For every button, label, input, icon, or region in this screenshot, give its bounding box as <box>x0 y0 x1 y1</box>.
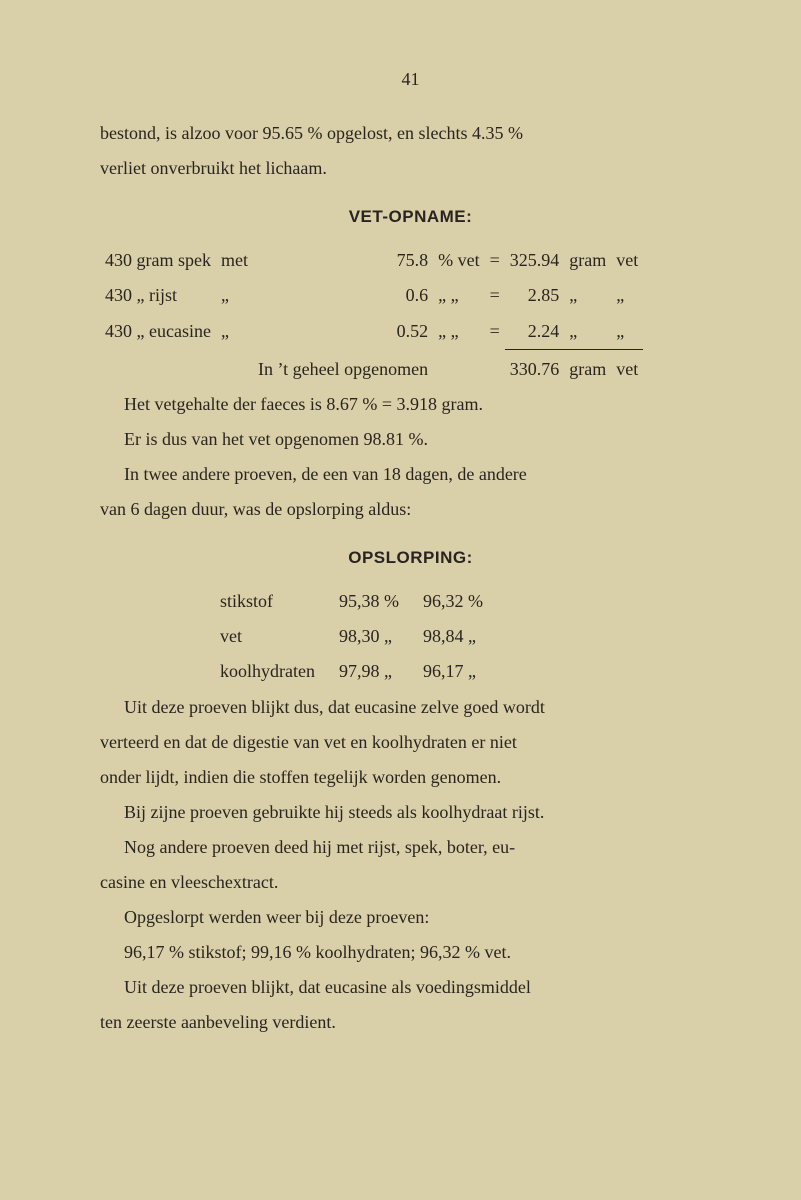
cell: vet <box>611 349 643 387</box>
cell: „ <box>611 314 643 349</box>
cell: „ „ <box>433 278 484 313</box>
para-4a: In twee andere proeven, de een van 18 da… <box>100 457 721 492</box>
cell: 0.6 <box>253 278 433 313</box>
cell: vet <box>611 243 643 278</box>
page: 41 bestond, is alzoo voor 95.65 % opgelo… <box>0 0 801 1200</box>
cell <box>100 349 216 387</box>
cell: „ <box>216 278 253 313</box>
para-5c: onder lijdt, indien die stoffen tegelijk… <box>100 760 721 795</box>
para-6: Bij zijne proeven gebruikte hij steeds a… <box>100 795 721 830</box>
cell: 2.85 <box>505 278 565 313</box>
para-1a: bestond, is alzoo voor 95.65 % opgelost,… <box>100 116 721 151</box>
cell: „ „ <box>433 314 484 349</box>
cell: 430 „ rijst <box>100 278 216 313</box>
heading-vet-opname: VET-OPNAME: <box>100 200 721 233</box>
para-10a: Uit deze proeven blijkt, dat eucasine al… <box>100 970 721 1005</box>
cell-total-label: In ’t geheel opgenomen <box>253 349 433 387</box>
cell: % vet <box>433 243 484 278</box>
cell: 98,30 „ <box>339 619 423 654</box>
table-row: koolhydraten 97,98 „ 96,17 „ <box>220 654 507 689</box>
vet-opname-table: 430 gram spek met 75.8 % vet = 325.94 gr… <box>100 243 643 386</box>
table-row: vet 98,30 „ 98,84 „ <box>220 619 507 654</box>
cell: vet <box>220 619 339 654</box>
cell: gram <box>564 243 611 278</box>
cell: 2.24 <box>505 314 565 349</box>
para-7b: casine en vleeschextract. <box>100 865 721 900</box>
cell: 96,32 % <box>423 584 507 619</box>
cell: stikstof <box>220 584 339 619</box>
cell: 97,98 „ <box>339 654 423 689</box>
table-row: 430 „ rijst „ 0.6 „ „ = 2.85 „ „ <box>100 278 643 313</box>
cell: 96,17 „ <box>423 654 507 689</box>
opslorping-table: stikstof 95,38 % 96,32 % vet 98,30 „ 98,… <box>220 584 507 689</box>
cell: 75.8 <box>253 243 433 278</box>
cell: = <box>485 278 505 313</box>
table-row-total: In ’t geheel opgenomen 330.76 gram vet <box>100 349 643 387</box>
cell: 95,38 % <box>339 584 423 619</box>
cell: met <box>216 243 253 278</box>
cell: „ <box>564 314 611 349</box>
para-9: 96,17 % stikstof; 99,16 % koolhydraten; … <box>100 935 721 970</box>
cell: = <box>485 243 505 278</box>
para-1b: verliet onverbruikt het lichaam. <box>100 151 721 186</box>
cell: koolhydraten <box>220 654 339 689</box>
cell-total-value: 330.76 <box>505 349 565 387</box>
page-number: 41 <box>100 70 721 88</box>
cell <box>433 349 484 387</box>
para-8: Opgeslorpt werden weer bij deze proeven: <box>100 900 721 935</box>
para-4b: van 6 dagen duur, was de opslorping aldu… <box>100 492 721 527</box>
cell: gram <box>564 349 611 387</box>
cell: 430 „ eucasine <box>100 314 216 349</box>
table-row: stikstof 95,38 % 96,32 % <box>220 584 507 619</box>
cell: = <box>485 314 505 349</box>
para-5b: verteerd en dat de digestie van vet en k… <box>100 725 721 760</box>
para-3: Er is dus van het vet opgenomen 98.81 %. <box>100 422 721 457</box>
para-2: Het vetgehalte der faeces is 8.67 % = 3.… <box>100 387 721 422</box>
para-5a: Uit deze proeven blijkt dus, dat eucasin… <box>100 690 721 725</box>
para-10b: ten zeerste aanbeveling verdient. <box>100 1005 721 1040</box>
cell: „ <box>611 278 643 313</box>
cell: 98,84 „ <box>423 619 507 654</box>
cell: „ <box>216 314 253 349</box>
heading-opslorping: OPSLORPING: <box>100 541 721 574</box>
cell: 430 gram spek <box>100 243 216 278</box>
cell: 325.94 <box>505 243 565 278</box>
cell <box>216 349 253 387</box>
para-7a: Nog andere proeven deed hij met rijst, s… <box>100 830 721 865</box>
cell <box>485 349 505 387</box>
table-row: 430 gram spek met 75.8 % vet = 325.94 gr… <box>100 243 643 278</box>
table-row: 430 „ eucasine „ 0.52 „ „ = 2.24 „ „ <box>100 314 643 349</box>
cell: 0.52 <box>253 314 433 349</box>
cell: „ <box>564 278 611 313</box>
